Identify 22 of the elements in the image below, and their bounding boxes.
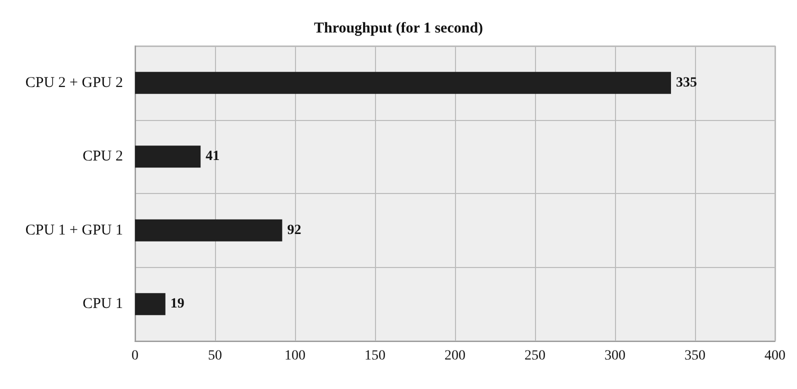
y-tick-label: CPU 1 bbox=[82, 296, 123, 312]
x-tick-label: 100 bbox=[284, 348, 306, 364]
x-tick-label: 50 bbox=[208, 348, 222, 364]
y-tick-label: CPU 2 bbox=[82, 148, 123, 165]
bar bbox=[135, 146, 201, 168]
x-tick-label: 350 bbox=[684, 348, 706, 364]
x-tick-label: 150 bbox=[364, 348, 386, 364]
data-label: 41 bbox=[206, 149, 220, 164]
x-tick-label: 250 bbox=[524, 348, 546, 364]
bar bbox=[135, 72, 671, 94]
data-label: 92 bbox=[287, 222, 302, 238]
x-tick-label: 300 bbox=[604, 348, 626, 364]
data-label: 335 bbox=[676, 75, 697, 90]
x-tick-label: 400 bbox=[764, 348, 786, 364]
y-tick-label: CPU 2 + GPU 2 bbox=[25, 74, 123, 91]
chart-title: Throughput (for 1 second) bbox=[314, 20, 484, 36]
x-tick-label: 0 bbox=[132, 348, 138, 364]
data-label: 19 bbox=[170, 296, 184, 312]
bar bbox=[135, 219, 282, 242]
x-tick-label: 200 bbox=[444, 348, 466, 364]
bar bbox=[135, 293, 166, 316]
y-tick-label: CPU 1 + GPU 1 bbox=[25, 222, 123, 238]
